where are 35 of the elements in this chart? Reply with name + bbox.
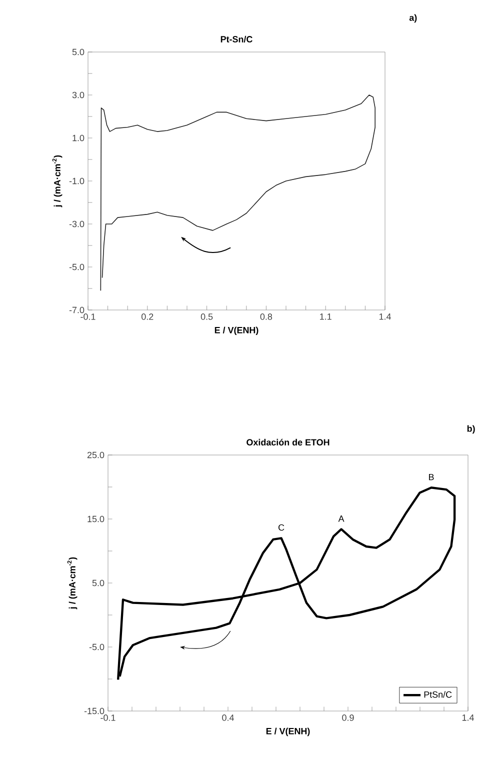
x-tick-label: 0.4 <box>222 714 234 721</box>
x-tick-label: -0.1 <box>100 714 116 721</box>
legend-label: PtSn/C <box>424 691 452 698</box>
y-tick-label: -5.0 <box>89 644 104 650</box>
chart-title: Oxidación de ETOH <box>246 438 330 446</box>
x-tick-label: 0.8 <box>260 314 272 320</box>
y-tick-label: -1.0 <box>69 178 84 184</box>
annotation: A <box>338 516 344 522</box>
x-tick-label: 1.4 <box>462 714 474 721</box>
text: b) <box>467 425 475 434</box>
y-tick-label: -5.0 <box>69 264 84 270</box>
text: a) <box>409 14 417 23</box>
y-tick-label: 5.0 <box>72 48 84 56</box>
y-tick-label: -3.0 <box>69 220 84 228</box>
x-axis-title: E / V(ENH) <box>266 728 310 736</box>
x-tick-label: -0.1 <box>80 314 96 320</box>
x-tick-label: 0.9 <box>342 714 354 721</box>
x-tick-label: 1.1 <box>320 314 332 320</box>
x-tick-label: 0.5 <box>200 314 213 320</box>
y-axis-title: j / (mA·cm$^{-2}$) <box>67 557 78 610</box>
y-tick-label: -15.0 <box>84 708 104 714</box>
annotation: B <box>429 474 434 480</box>
line-series <box>116 486 456 681</box>
x-axis-title: E / V(ENH) <box>214 326 258 336</box>
annotation: C <box>278 524 284 531</box>
x-tick-label: 0.2 <box>142 314 154 320</box>
y-tick-label: 15.0 <box>88 516 104 522</box>
y-tick-label: 5.0 <box>92 580 104 586</box>
chart-title: Pt-Sn/C <box>220 36 252 42</box>
y-tick-label: 3.0 <box>72 92 84 98</box>
x-tick-label: 1.4 <box>379 314 391 320</box>
y-axis-title: j / (mA·cm$^{-2}$) <box>52 155 62 208</box>
y-tick-label: 25.0 <box>87 452 104 458</box>
y-tick-label: -7.0 <box>69 306 84 314</box>
y-tick-label: 1.0 <box>72 134 84 142</box>
